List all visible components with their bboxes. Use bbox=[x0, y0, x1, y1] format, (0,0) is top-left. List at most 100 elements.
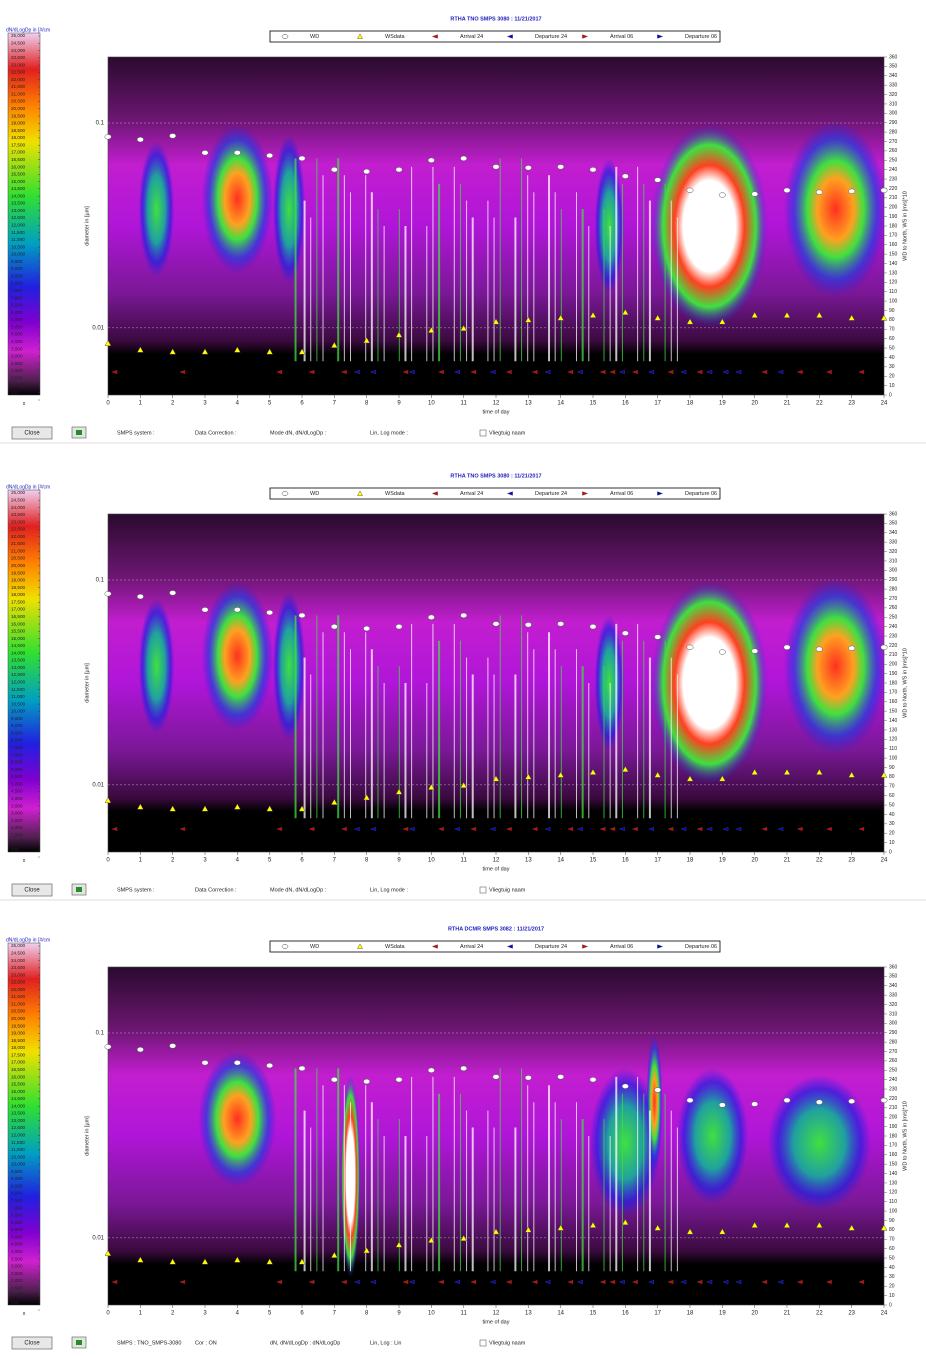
y2-tick-label: 170 bbox=[889, 233, 898, 239]
colorbar-tick-label: 8,500 bbox=[11, 273, 23, 278]
colorbar-tick-label: 6,000 bbox=[11, 1220, 23, 1225]
x-tick-label: 7 bbox=[333, 1311, 337, 1317]
colorbar-tick-label: 21,000 bbox=[11, 548, 25, 553]
x-tick-label: 12 bbox=[493, 858, 500, 864]
heatmap-blob bbox=[784, 121, 887, 297]
heatmap bbox=[108, 967, 884, 1305]
checkbox[interactable] bbox=[480, 430, 486, 436]
wd-point bbox=[105, 591, 111, 596]
x-tick-label: 6 bbox=[300, 401, 304, 407]
y2-tick-label: 260 bbox=[889, 148, 898, 154]
close-button-label[interactable]: Close bbox=[24, 888, 40, 894]
checkbox-label: Vliegtuig naam bbox=[489, 430, 526, 436]
x-tick-label: 16 bbox=[622, 858, 629, 864]
x-tick-label: 17 bbox=[654, 401, 661, 407]
y2-tick-label: 160 bbox=[889, 699, 898, 705]
status-label: SMPS system : bbox=[117, 430, 155, 436]
x-tick-label: 15 bbox=[590, 401, 597, 407]
wd-point bbox=[396, 1077, 402, 1082]
colorbar-tick-label: 23,000 bbox=[11, 972, 25, 977]
wd-point bbox=[331, 624, 337, 629]
x-tick-label: 10 bbox=[428, 1311, 435, 1317]
x-tick-label: 7 bbox=[333, 858, 337, 864]
y2-tick-label: 240 bbox=[889, 1077, 898, 1083]
colorbar-tick-label: 8,000 bbox=[11, 738, 23, 743]
colorbar-tick-label: 21,500 bbox=[11, 84, 25, 89]
x-tick-label: 2 bbox=[171, 858, 175, 864]
y2-tick-label: 280 bbox=[889, 1039, 898, 1045]
heatmap-blob bbox=[768, 1075, 871, 1210]
wd-point bbox=[428, 615, 434, 620]
status-label: Data Correction : bbox=[195, 887, 237, 893]
x-tick-label: 8 bbox=[365, 858, 369, 864]
x-tick-label: 16 bbox=[622, 401, 629, 407]
y2-tick-label: 70 bbox=[889, 327, 895, 333]
colorbar-tick-label: 13,000 bbox=[11, 1118, 25, 1123]
wd-point bbox=[299, 156, 305, 161]
export-icon-inner bbox=[76, 887, 82, 892]
x-tick-label: 22 bbox=[816, 858, 823, 864]
y2-tick-label: 220 bbox=[889, 643, 898, 649]
legend-label: Arrival 06 bbox=[610, 944, 633, 950]
close-button-label[interactable]: Close bbox=[24, 431, 40, 437]
wd-point bbox=[881, 188, 887, 193]
status-label: Lin, Log : Lin bbox=[370, 1340, 402, 1346]
y2-tick-label: 330 bbox=[889, 82, 898, 88]
legend-label: Arrival 24 bbox=[460, 491, 483, 497]
wd-point bbox=[848, 1099, 854, 1104]
wd-point bbox=[881, 645, 887, 650]
colorbar-tick-label: 11,500 bbox=[11, 1140, 25, 1145]
wd-point bbox=[234, 607, 240, 612]
legend-box bbox=[270, 31, 720, 42]
x-tick-label: 22 bbox=[816, 401, 823, 407]
colorbar-tick-label: 1,000 bbox=[11, 840, 23, 845]
checkbox-label: Vliegtuig naam bbox=[489, 1340, 526, 1346]
colorbar-tick-label: 18,000 bbox=[11, 135, 25, 140]
heatmap-blob bbox=[651, 125, 767, 328]
x-tick-label: 10 bbox=[428, 401, 435, 407]
x-tick-label: 0 bbox=[106, 401, 110, 407]
y2-tick-label: 220 bbox=[889, 1096, 898, 1102]
wd-point bbox=[169, 590, 175, 595]
x-tick-label: 23 bbox=[848, 1311, 855, 1317]
colorbar-tick-label: 14,000 bbox=[11, 650, 25, 655]
wd-point bbox=[266, 610, 272, 615]
x-tick-label: 7 bbox=[333, 401, 337, 407]
colorbar-tick-label: 3,500 bbox=[11, 1256, 23, 1261]
wd-point bbox=[525, 1075, 531, 1080]
legend-label: WSdata bbox=[385, 944, 406, 950]
y2-tick-label: 290 bbox=[889, 120, 898, 126]
colorbar-tick-label: 2,000 bbox=[11, 825, 23, 830]
heatmap-blob bbox=[139, 142, 175, 277]
colorbar-tick-label: 22,500 bbox=[11, 70, 25, 75]
wd-point bbox=[590, 624, 596, 629]
y2-tick-label: 100 bbox=[889, 298, 898, 304]
legend-symbol bbox=[282, 945, 288, 949]
legend-box bbox=[270, 941, 720, 952]
y2-tick-label: 360 bbox=[889, 54, 898, 60]
checkbox[interactable] bbox=[480, 887, 486, 893]
y2-tick-label: 310 bbox=[889, 558, 898, 564]
wd-point bbox=[719, 193, 725, 198]
x-tick-label: 23 bbox=[848, 401, 855, 407]
colorbar-tick-label: 22,000 bbox=[11, 987, 25, 992]
wd-point bbox=[590, 1077, 596, 1082]
colorbar-tick-label: 20,000 bbox=[11, 1016, 25, 1021]
x-tick-label: 12 bbox=[493, 1311, 500, 1317]
close-button-label[interactable]: Close bbox=[24, 1341, 40, 1347]
colorbar-tick-label: 18,000 bbox=[11, 1045, 25, 1050]
y-tick-label: 0.01 bbox=[92, 325, 104, 331]
checkbox-label: Vliegtuig naam bbox=[489, 887, 526, 893]
heatmap-blob bbox=[595, 615, 624, 750]
y2-tick-label: 20 bbox=[889, 374, 895, 380]
x-tick-label: 15 bbox=[590, 858, 597, 864]
checkbox[interactable] bbox=[480, 1340, 486, 1346]
colorbar-tick-label: 6,500 bbox=[11, 760, 23, 765]
wd-point bbox=[557, 1074, 563, 1079]
x-tick-label: 21 bbox=[784, 401, 791, 407]
colorbar-tick-label: 8,000 bbox=[11, 1191, 23, 1196]
legend-label: Arrival 06 bbox=[610, 34, 633, 40]
colorbar-tick-label: 22,500 bbox=[11, 527, 25, 532]
colorbar-tick-label: 18,000 bbox=[11, 592, 25, 597]
x-tick-label: 2 bbox=[171, 1311, 175, 1317]
